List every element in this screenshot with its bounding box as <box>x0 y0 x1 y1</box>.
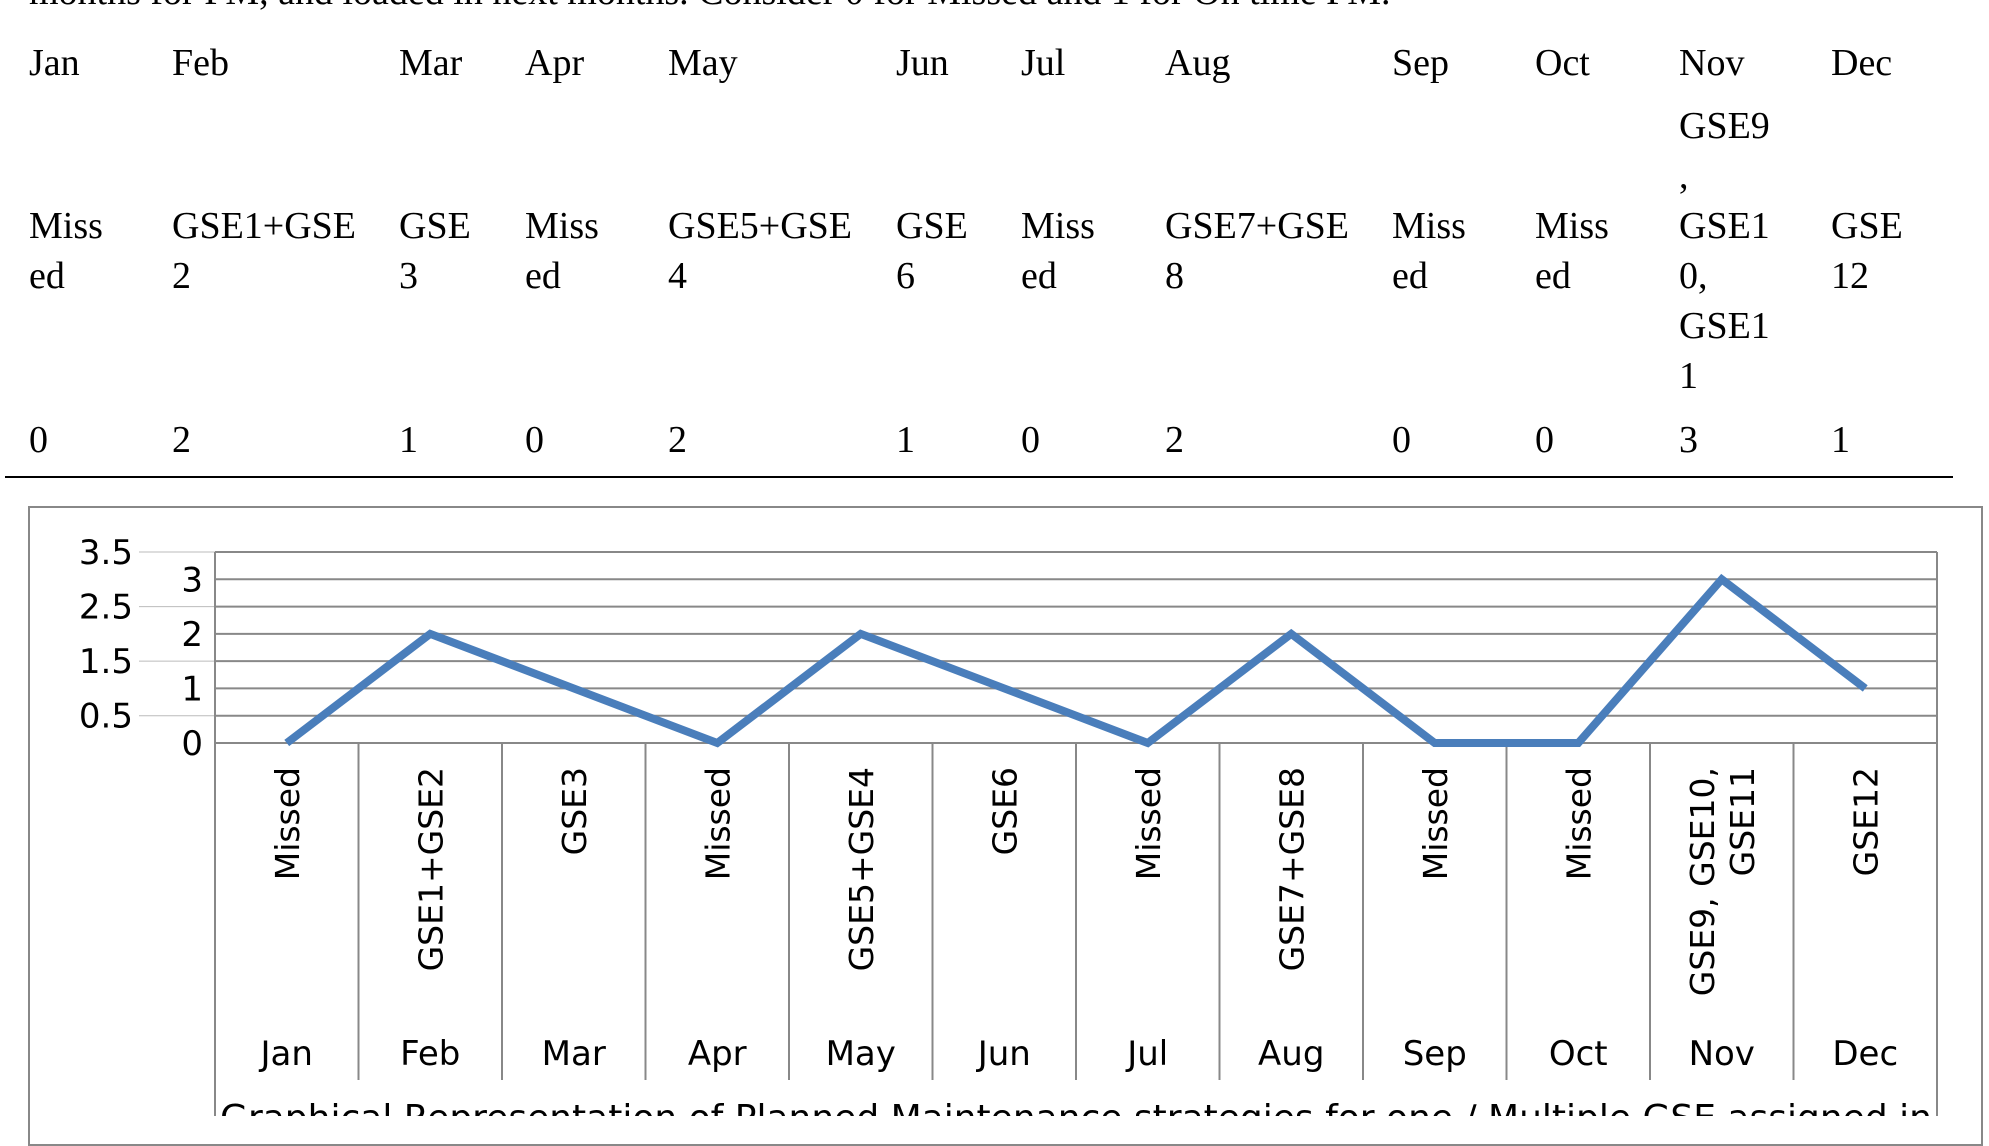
month-label: Apr <box>688 1034 747 1074</box>
category-label-line: GSE9, GSE10, <box>1683 767 1722 996</box>
month-label: Nov <box>1689 1034 1755 1074</box>
category-label: GSE6 <box>985 767 1024 855</box>
category-label-line: GSE11 <box>1723 767 1762 876</box>
month-label: Jan <box>259 1034 313 1074</box>
month-label: Feb <box>400 1034 460 1074</box>
month-label: Sep <box>1403 1034 1467 1074</box>
category-label: Missed <box>698 767 737 880</box>
category-label: GSE7+GSE8 <box>1272 767 1311 971</box>
month-label: Mar <box>542 1034 606 1074</box>
category-label: GSE1+GSE2 <box>411 767 450 971</box>
category-label: Missed <box>1559 767 1598 880</box>
category-label: GSE9, GSE10,GSE11 <box>1683 767 1762 996</box>
x-axis-title: Graphical Representation of Planned Main… <box>220 1098 1932 1116</box>
category-label: Missed <box>1129 767 1168 880</box>
line-chart: 0 0.5 1 1.5 2 2.5 3 3.5 Missed Jan GSE1+GSE2 Feb GSE… <box>0 0 1989 1116</box>
y-tick-label: 3 <box>181 560 203 600</box>
month-label: Aug <box>1258 1034 1324 1074</box>
month-label: Dec <box>1832 1034 1898 1074</box>
y-tick-label: 2 <box>181 615 203 655</box>
category-label: GSE3 <box>555 767 594 855</box>
month-label: May <box>826 1034 896 1074</box>
y-tick-label: 3.5 <box>79 533 133 573</box>
y-tick-label: 0.5 <box>79 697 133 737</box>
y-tick-label: 1 <box>181 669 203 709</box>
month-label: Jun <box>976 1034 1031 1074</box>
y-tick-label: 1.5 <box>79 642 133 682</box>
category-label: GSE5+GSE4 <box>842 767 881 971</box>
category-label: Missed <box>1416 767 1455 880</box>
y-tick-label: 0 <box>181 724 203 764</box>
category-label: GSE12 <box>1846 767 1885 876</box>
month-label: Oct <box>1549 1034 1608 1074</box>
y-tick-label: 2.5 <box>79 588 133 628</box>
category-label: Missed <box>268 767 307 880</box>
month-label: Jul <box>1125 1034 1168 1074</box>
